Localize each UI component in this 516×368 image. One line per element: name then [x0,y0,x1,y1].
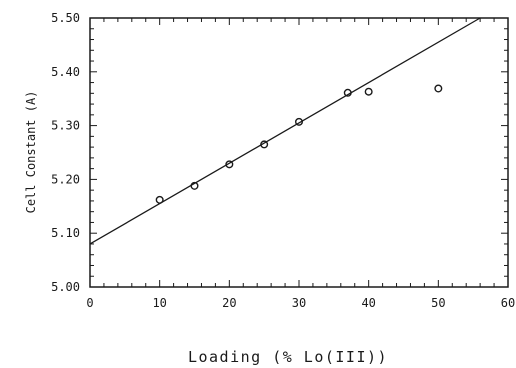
y-tick-label: 5.40 [51,65,80,79]
x-axis-title: Loading (% Lo(III)) [188,348,388,366]
y-tick-label: 5.10 [51,226,80,240]
y-tick-label: 5.30 [51,119,80,133]
y-axis-ticks [90,18,508,287]
data-point [435,85,442,92]
x-tick-label: 10 [152,296,166,310]
x-tick-label: 20 [222,296,236,310]
data-point [365,88,372,95]
y-tick-label: 5.20 [51,172,80,186]
x-tick-label: 30 [292,296,306,310]
fit-line [90,18,480,244]
y-axis-title: Cell Constant (A) [24,91,38,214]
x-axis-tick-labels: 0 10 20 30 40 50 60 [86,296,515,310]
y-tick-label: 5.50 [51,11,80,25]
x-tick-label: 60 [501,296,515,310]
x-axis-ticks [90,18,508,287]
x-tick-label: 40 [361,296,375,310]
y-tick-label: 5.00 [51,280,80,294]
x-tick-label: 0 [86,296,93,310]
plot-border [90,18,508,287]
y-axis-tick-labels: 5.00 5.10 5.20 5.30 5.40 5.50 [51,11,80,294]
x-tick-label: 50 [431,296,445,310]
data-points [156,85,441,203]
data-point [156,197,163,204]
fit-line-group [90,18,480,244]
plot-frame [90,18,508,287]
